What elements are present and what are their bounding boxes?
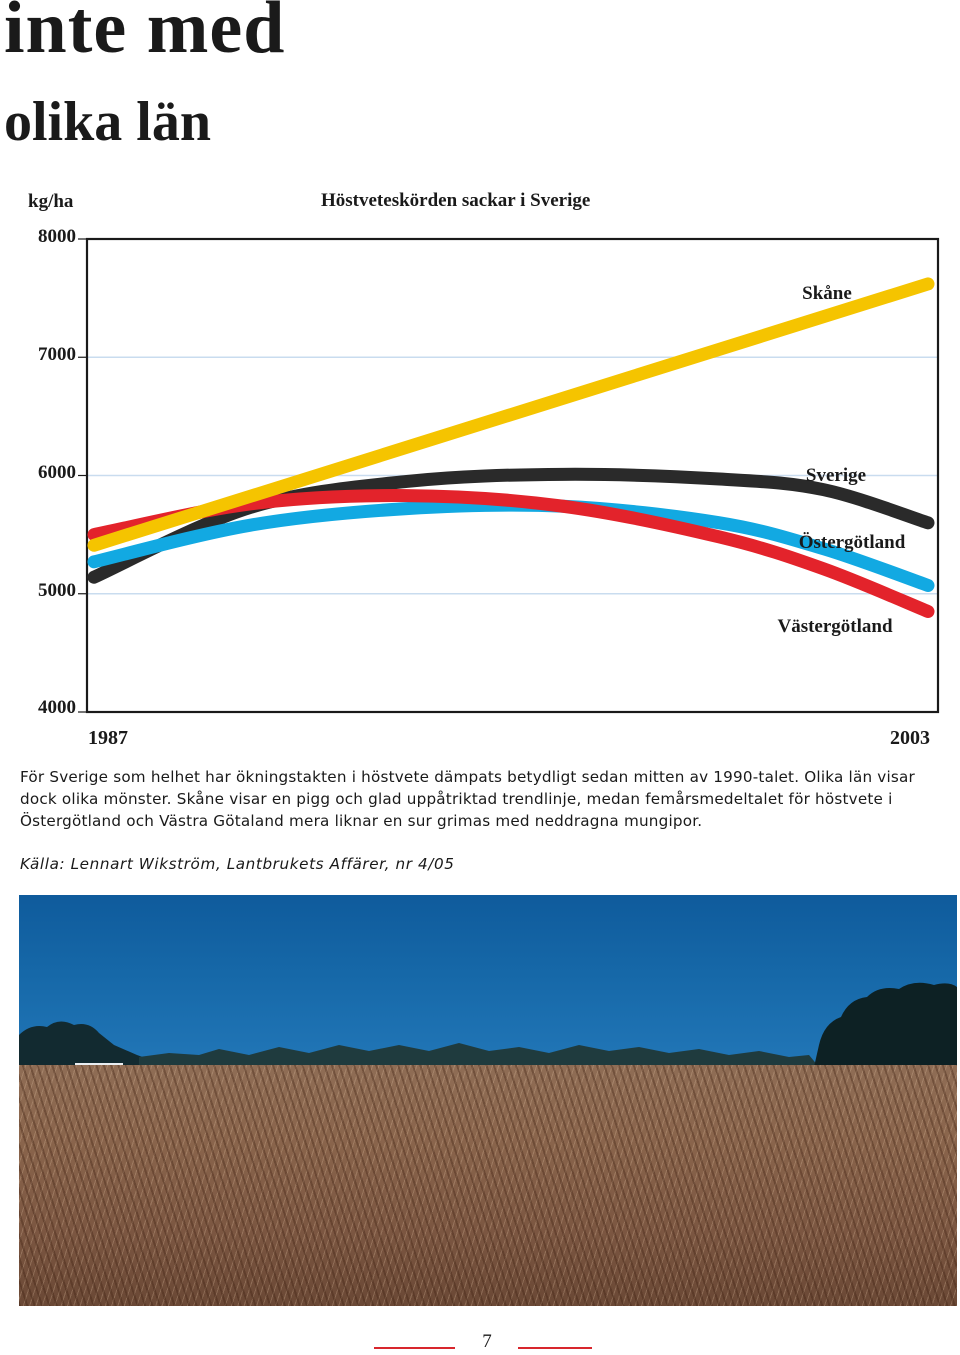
series-label-vastergotland: Västergötland [777, 616, 892, 637]
source-credit: Källa: Lennart Wikström, Lantbrukets Aff… [20, 855, 455, 873]
x-tick-label-1987: 1987 [88, 727, 128, 749]
y-tick-label-4000: 4000 [38, 697, 76, 718]
series-label-sverige: Sverige [806, 465, 866, 486]
chart-caption: För Sverige som helhet har ökningstakten… [20, 768, 915, 830]
line-chart: Skåne Sverige Östergötland Västergötland [78, 237, 940, 714]
plot-frame [85, 237, 940, 714]
y-axis-unit-label: kg/ha [28, 191, 74, 212]
chart-title: Höstveteskörden sackar i Sverige [321, 190, 591, 211]
page-rule-left [374, 1347, 455, 1349]
y-tick-label-8000: 8000 [38, 226, 76, 247]
y-tick-label-7000: 7000 [38, 344, 76, 365]
series-label-skane: Skåne [802, 283, 852, 304]
series-lines [87, 277, 935, 618]
wheat-field-photo [19, 895, 957, 1306]
page-number: 7 [482, 1331, 492, 1352]
series-line-skane [87, 277, 935, 552]
series-label-ostergotland: Östergötland [799, 532, 906, 553]
photo-wheat-field [19, 1065, 957, 1306]
photo-sky [19, 895, 957, 1070]
x-tick-label-2003: 2003 [890, 727, 930, 749]
page-rule-right [518, 1347, 592, 1349]
series-line-vastergotland [87, 489, 935, 618]
y-tick-label-6000: 6000 [38, 462, 76, 483]
headline-line-2: olika län [4, 91, 211, 153]
headline-line-1: inte med [4, 0, 286, 69]
y-tick-label-5000: 5000 [38, 580, 76, 601]
